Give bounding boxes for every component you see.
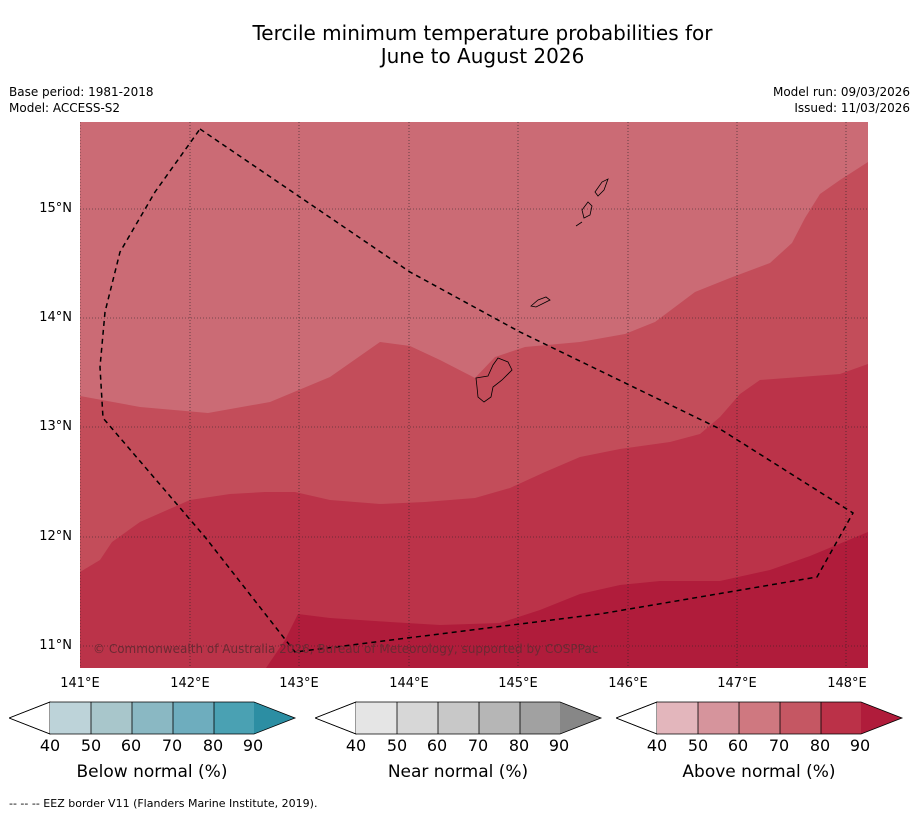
- near-tick: 90: [548, 736, 570, 755]
- lon-label: 145°E: [498, 676, 538, 691]
- saipan-island: [594, 178, 609, 197]
- near-tick: 60: [426, 736, 448, 755]
- near-tick: 50: [386, 736, 408, 755]
- below-tick: 80: [202, 736, 224, 755]
- model-name: Model: ACCESS-S2: [9, 101, 121, 115]
- below-swatch-80-90: [214, 702, 254, 734]
- rota-island: [530, 296, 551, 308]
- below-tick: 40: [39, 736, 61, 755]
- above-swatch-50-60: [698, 702, 739, 734]
- region-90-plus: [266, 532, 868, 668]
- above-tick: 90: [849, 736, 871, 755]
- chart-title: Tercile minimum temperature probabilitie…: [0, 22, 919, 68]
- tinian-island: [581, 201, 593, 219]
- above-swatch-40-50: [657, 702, 698, 734]
- below-swatch-40-50: [50, 702, 91, 734]
- probability-map[interactable]: [80, 122, 868, 668]
- below-swatch-under: [9, 701, 51, 735]
- near-swatch-60-70: [438, 702, 479, 734]
- lat-label: 12°N: [39, 529, 72, 544]
- above-swatch-60-70: [739, 702, 780, 734]
- gridlines: [80, 122, 868, 668]
- above-swatch-70-80: [780, 702, 821, 734]
- base-period: Base period: 1981-2018: [9, 85, 154, 99]
- near-swatch-80-90: [520, 702, 560, 734]
- near-swatch-50-60: [397, 702, 438, 734]
- below-tick: 50: [80, 736, 102, 755]
- above-tick: 60: [727, 736, 749, 755]
- below-tick: 70: [161, 736, 183, 755]
- islands: [475, 178, 609, 403]
- below-normal-label: Below normal (%): [76, 762, 228, 782]
- lon-label: 144°E: [389, 676, 429, 691]
- below-swatch-60-70: [132, 702, 173, 734]
- lat-label: 15°N: [39, 201, 72, 216]
- meta-left: Base period: 1981-2018 Model: ACCESS-S2: [9, 84, 154, 116]
- eez-footnote: -- -- -- EEZ border V11 (Flanders Marine…: [9, 797, 318, 810]
- near-normal-label: Near normal (%): [387, 762, 529, 782]
- above-tick: 40: [646, 736, 668, 755]
- meta-right: Model run: 09/03/2026 Issued: 11/03/2026: [773, 84, 910, 116]
- above-normal-label: Above normal (%): [682, 762, 836, 782]
- lat-label: 14°N: [39, 310, 72, 325]
- near-tick: 80: [508, 736, 530, 755]
- above-normal-colorbar: [616, 701, 904, 735]
- lon-label: 143°E: [279, 676, 319, 691]
- aguijan-island: [575, 221, 583, 227]
- above-swatch-under: [616, 701, 658, 735]
- eez-border: [99, 128, 855, 653]
- near-swatch-under: [315, 701, 357, 735]
- above-swatch-80-90: [821, 702, 861, 734]
- near-swatch-over: [560, 702, 601, 734]
- model-run: Model run: 09/03/2026: [772, 85, 910, 99]
- above-swatch-over: [861, 702, 902, 734]
- near-swatch-40-50: [356, 702, 397, 734]
- copyright-text: © Commonwealth of Australia 2026, Bureau…: [93, 642, 599, 656]
- below-swatch-50-60: [91, 702, 132, 734]
- below-tick: 60: [120, 736, 142, 755]
- issued-date: Issued: 11/03/2026: [794, 101, 910, 115]
- below-normal-colorbar: [9, 701, 297, 735]
- near-tick: 70: [467, 736, 489, 755]
- guam-island: [475, 357, 513, 403]
- below-tick: 90: [242, 736, 264, 755]
- title-line-2: June to August 2026: [380, 44, 585, 68]
- near-tick: 40: [345, 736, 367, 755]
- lon-label: 146°E: [608, 676, 648, 691]
- above-tick: 50: [687, 736, 709, 755]
- below-swatch-70-80: [173, 702, 214, 734]
- lon-label: 148°E: [827, 676, 867, 691]
- below-swatch-over: [254, 702, 295, 734]
- above-tick: 70: [768, 736, 790, 755]
- lon-label: 141°E: [60, 676, 100, 691]
- lat-label: 11°N: [39, 638, 72, 653]
- lat-label: 13°N: [39, 419, 72, 434]
- lon-label: 142°E: [170, 676, 210, 691]
- near-normal-colorbar: [315, 701, 603, 735]
- lon-label: 147°E: [717, 676, 757, 691]
- above-tick: 80: [809, 736, 831, 755]
- title-line-1: Tercile minimum temperature probabilitie…: [252, 21, 713, 45]
- near-swatch-70-80: [479, 702, 520, 734]
